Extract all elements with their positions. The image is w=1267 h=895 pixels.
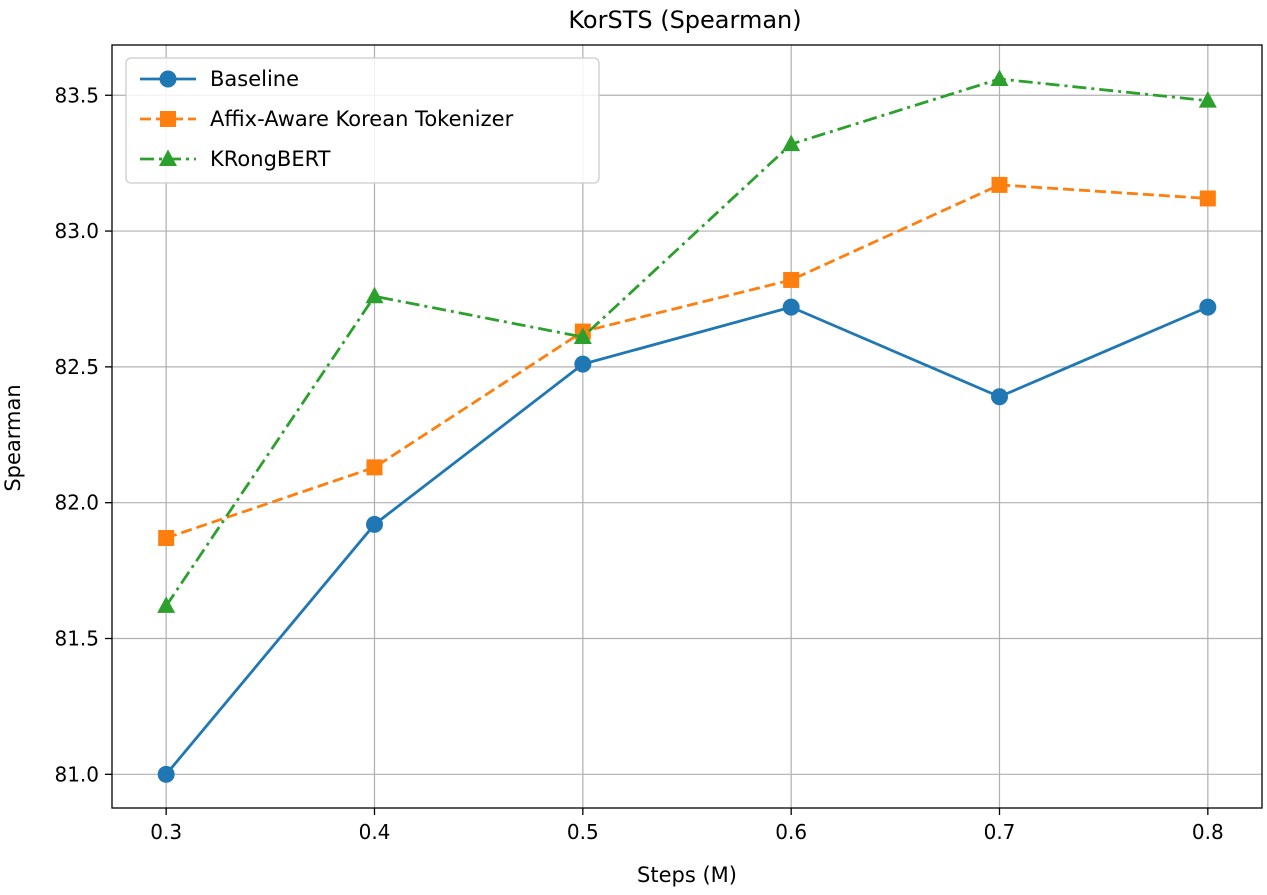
data-point [782,134,801,152]
plot-frame [111,44,1263,809]
data-point [573,327,592,344]
series-krongbert [157,69,1217,613]
data-point [157,596,176,613]
data-point [1199,298,1217,316]
data-point [158,530,175,547]
series-line [165,305,1209,776]
legend-label: Baseline [210,67,299,91]
legend-entry: Baseline [140,67,299,91]
legend-label: Affix-Aware Korean Tokenizer [210,107,514,131]
x-tick-label: 0.7 [984,820,1016,844]
data-point [1198,91,1217,108]
series-baseline [157,298,1217,783]
legend-label: KRongBERT [210,147,331,171]
x-tick-label: 0.6 [775,820,807,844]
x-tick-label: 0.8 [1192,820,1224,844]
legend-marker [159,70,177,88]
x-axis-label: Steps (M) [637,863,737,887]
series-group [157,69,1217,783]
data-point [783,271,800,288]
data-point [782,298,800,316]
series-line [165,183,1208,540]
y-tick-label: 82.0 [54,491,99,515]
y-axis-label: Spearman [1,384,25,491]
legend-marker [160,111,176,127]
data-point [991,176,1008,193]
legend: Baseline Affix-Aware Korean Tokenizer KRon… [125,57,600,184]
legend-entry: KRongBERT [140,147,331,171]
y-tick-label: 81.5 [54,627,99,651]
data-point [991,388,1008,406]
data-point [365,286,384,304]
data-point [1199,190,1216,207]
data-point [366,515,383,533]
y-tick-label: 81.0 [54,762,99,786]
legend-entry: Affix-Aware Korean Tokenizer [140,107,514,131]
y-tick-label: 83.5 [54,83,99,107]
y-tick-label: 83.0 [54,219,99,243]
x-tick-label: 0.5 [567,820,599,844]
chart-title: KorSTS (Spearman) [568,6,801,34]
data-point [574,355,592,373]
data-point [366,459,383,476]
x-tick-label: 0.4 [359,820,391,844]
data-point [990,69,1009,86]
data-point [157,765,175,783]
legend-marker [159,149,177,166]
legend-box [125,57,600,184]
y-tick-label: 82.5 [54,355,99,379]
axis-ticks: 0.3 0.4 0.5 0.6 0.7 0.8 81.0 81.5 82.0 82.5 83.0 83… [54,83,1223,844]
x-tick-label: 0.3 [150,820,182,844]
